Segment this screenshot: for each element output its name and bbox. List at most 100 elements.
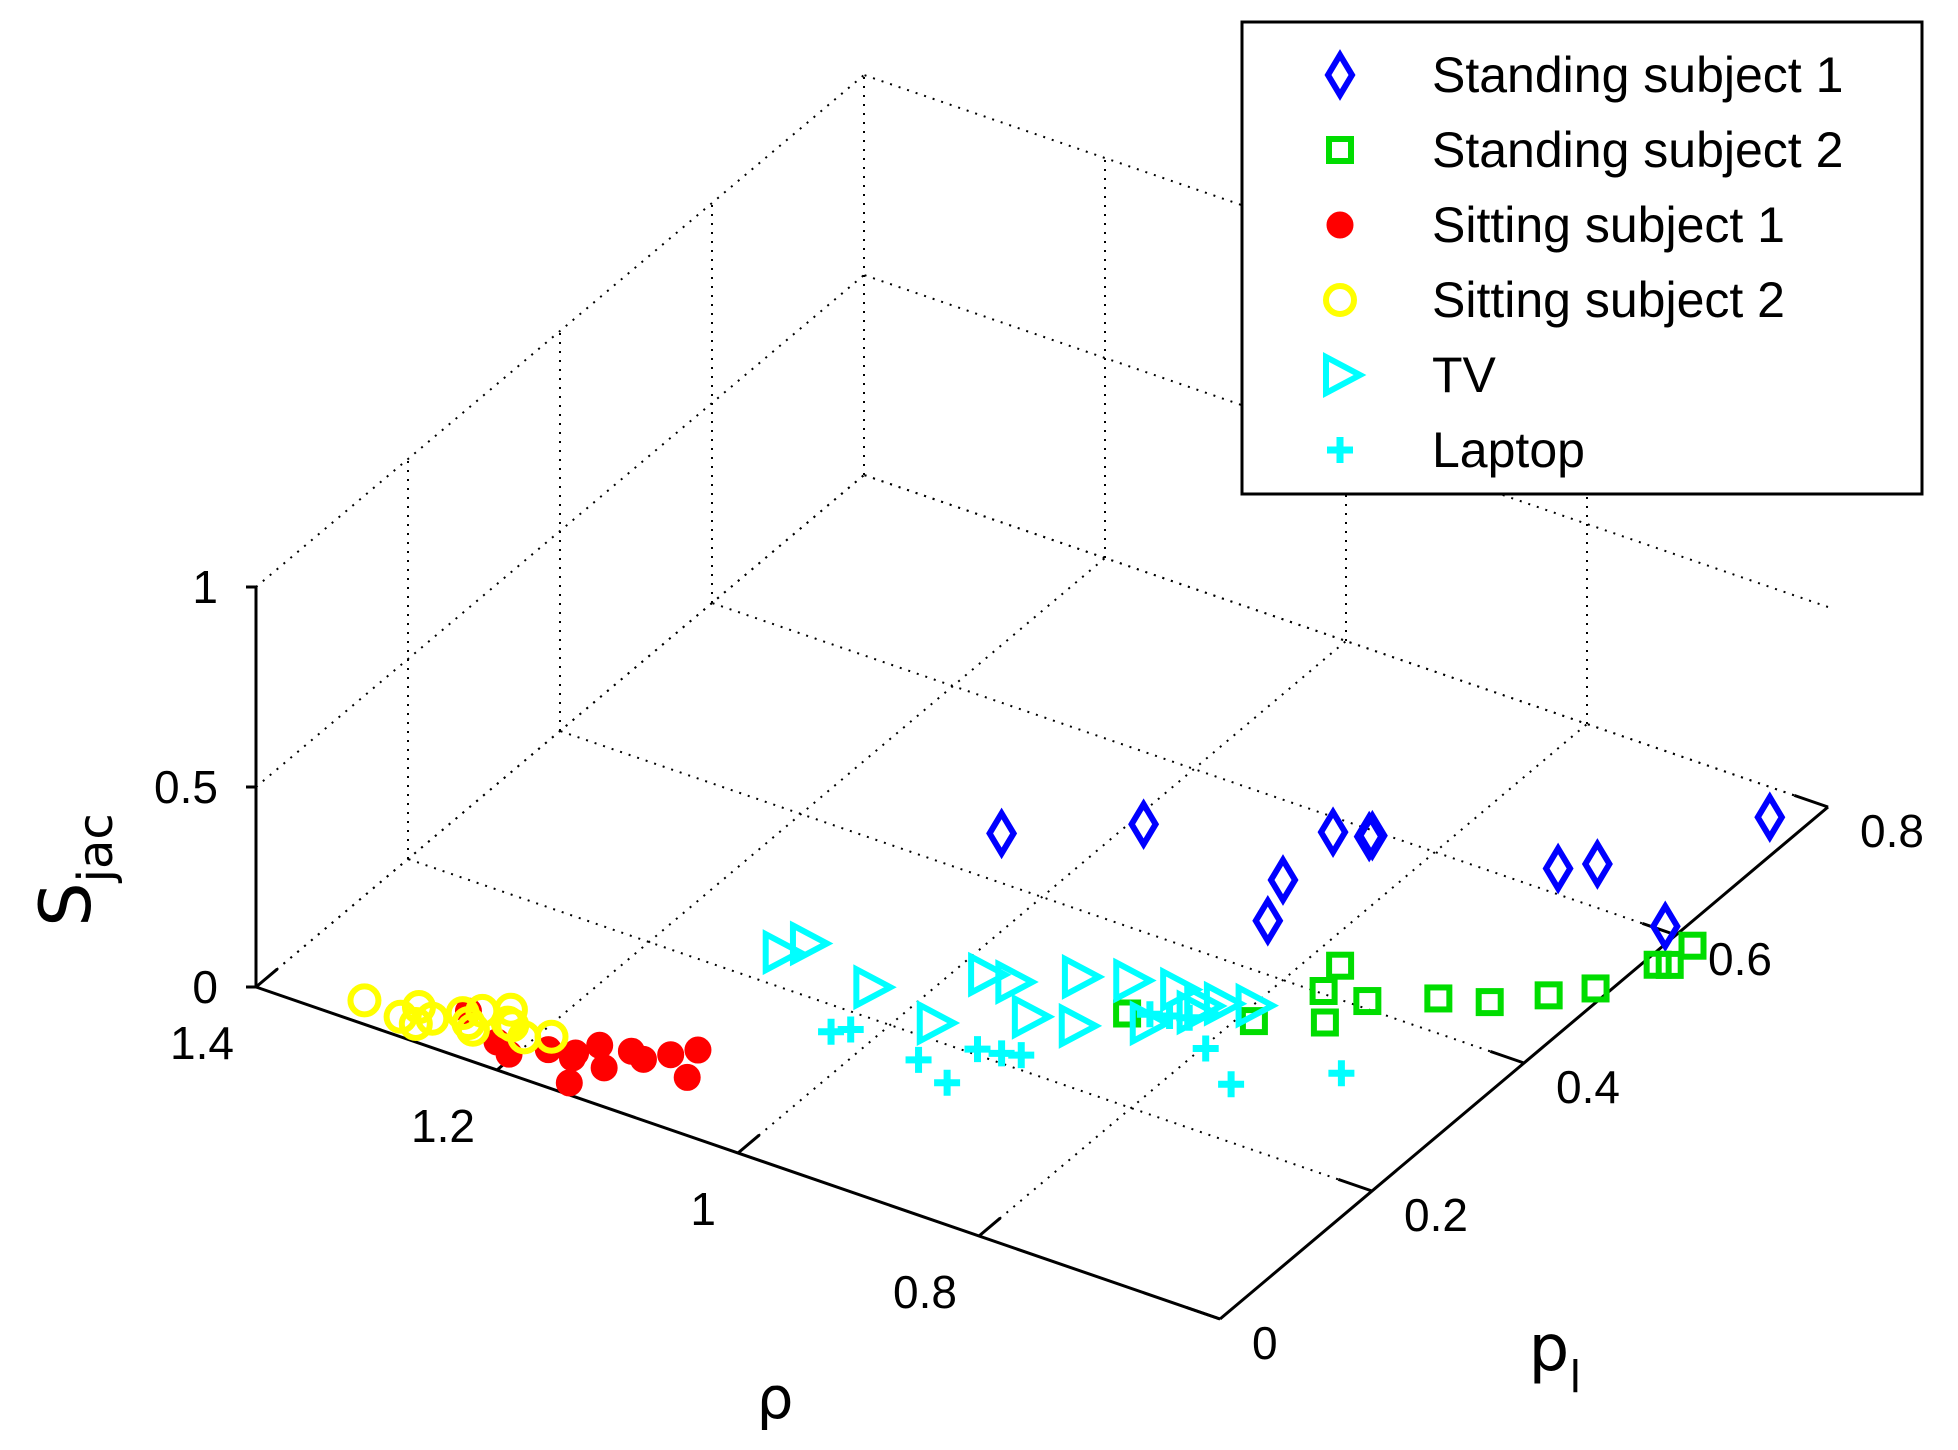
data-point [1267, 854, 1299, 906]
data-point [445, 996, 480, 1031]
data-point [995, 959, 1039, 1006]
data-point [1475, 988, 1504, 1017]
legend-item: Standing subject 1 [1324, 47, 1843, 103]
data-point [934, 1069, 961, 1096]
legend-marker [1326, 136, 1354, 164]
data-point [629, 1045, 657, 1073]
y-axis-label-main: p [1529, 1312, 1570, 1386]
z-tick-label: 0 [192, 961, 218, 1013]
data-point [1581, 838, 1613, 890]
legend-marker [1323, 283, 1357, 317]
z-tick-label: 0.5 [154, 761, 218, 813]
legend-marker [1324, 49, 1356, 101]
data-point [789, 920, 834, 967]
data-point [1424, 984, 1453, 1013]
y-tick-mark [1489, 1049, 1525, 1065]
data-point [1643, 950, 1672, 979]
legend-item: Sitting subject 2 [1323, 272, 1785, 328]
series-1 [1113, 931, 1707, 1037]
data-point [905, 1046, 932, 1073]
data-point [562, 1039, 590, 1067]
data-point [1252, 894, 1284, 947]
data-point [555, 1069, 583, 1097]
data-point [657, 1041, 685, 1069]
data-point [398, 1007, 433, 1041]
x-axis-label: ρ [757, 1364, 794, 1432]
data-point [673, 1063, 701, 1091]
data-point [1235, 982, 1280, 1029]
x-tick-mark [978, 1216, 1002, 1238]
legend-item: Standing subject 2 [1326, 122, 1843, 178]
y-tick-label: 0.4 [1556, 1061, 1620, 1113]
data-point [1542, 842, 1574, 895]
data-point [762, 929, 807, 976]
data-point [968, 951, 1012, 998]
legend-item: Sitting subject 1 [1326, 197, 1785, 253]
series-4 [762, 920, 1280, 1049]
x-tick-mark [737, 1133, 761, 1155]
legend-item: Laptop [1327, 422, 1585, 478]
data-point [465, 993, 500, 1028]
data-point [1176, 1004, 1203, 1031]
data-point [1581, 974, 1610, 1003]
data-point [1353, 987, 1382, 1016]
data-point [1192, 1035, 1219, 1062]
data-point [1128, 798, 1160, 851]
y-axis-label: pl [1529, 1312, 1582, 1403]
y-tick-label: 0.2 [1404, 1189, 1468, 1241]
grid-line-sidewall-z [255, 274, 865, 788]
tick-labels: 1.4 1.2 1 0.8 0 0.2 0.4 0.6 0.8 0 0.5 1 [154, 561, 1924, 1369]
legend-marker [1323, 352, 1367, 398]
data-point [1328, 1060, 1355, 1087]
data-point [590, 1054, 618, 1082]
x-tick-mark [255, 967, 279, 989]
data-point [1534, 981, 1563, 1010]
x-tick-label: 1 [690, 1183, 716, 1235]
data-point [837, 1016, 864, 1043]
legend-label: Standing subject 1 [1432, 47, 1843, 103]
data-point [347, 983, 382, 1018]
data-point [534, 1019, 569, 1054]
data-point [1326, 951, 1355, 980]
data-point [495, 1040, 523, 1068]
z-axis-label-group: Sjac [25, 813, 124, 927]
legend-label: Sitting subject 1 [1432, 197, 1785, 253]
legend-label: TV [1432, 347, 1497, 403]
data-point [1754, 791, 1786, 844]
data-point [1649, 900, 1681, 953]
y-tick-label: 0.6 [1708, 933, 1772, 985]
data-point [1058, 1002, 1103, 1049]
y-tick-label: 0 [1252, 1317, 1278, 1369]
grid-line-sidewall-z [255, 74, 865, 588]
data-point [401, 990, 436, 1025]
y-tick-label: 0.8 [1860, 805, 1924, 857]
data-point [1218, 1071, 1245, 1098]
data-point [1203, 980, 1248, 1027]
data-point [986, 807, 1018, 860]
series-0 [986, 791, 1786, 953]
axes [246, 585, 1829, 1321]
y-tick-mark [1337, 1177, 1373, 1193]
data-point [1011, 993, 1056, 1040]
data-point [1678, 931, 1707, 960]
grid-line-floor-x [978, 723, 1588, 1237]
x-tick-label: 1.2 [411, 1100, 475, 1152]
data-point [455, 1012, 490, 1047]
grid-line-floor-x [496, 557, 1106, 1071]
x-tick-label: 0.8 [893, 1266, 957, 1318]
data-point [1356, 809, 1388, 862]
legend-label: Sitting subject 2 [1432, 272, 1785, 328]
data-point [853, 964, 897, 1011]
data-point [1113, 957, 1157, 1004]
z-axis-label-main: S [25, 882, 107, 926]
z-axis-label: Sjac [25, 813, 124, 927]
series-2 [454, 997, 712, 1097]
data-point [586, 1031, 614, 1059]
legend-marker [1326, 211, 1354, 239]
legend-marker [1327, 437, 1353, 463]
y-axis-label-subscript: l [1569, 1352, 1581, 1403]
legend-box [1240, 20, 1924, 496]
y-tick-mark [1185, 1305, 1221, 1321]
data-point [964, 1036, 991, 1063]
